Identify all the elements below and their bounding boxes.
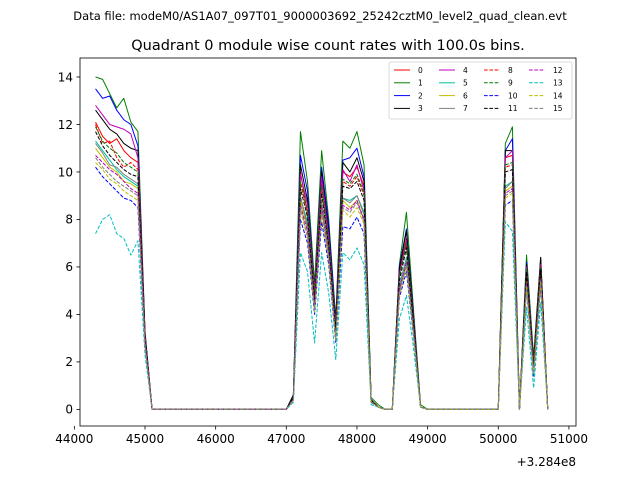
legend-label-14: 14 xyxy=(553,91,563,100)
y-tick-label: 10 xyxy=(58,165,73,179)
legend-label-11: 11 xyxy=(508,104,518,113)
axes-frame xyxy=(79,57,577,427)
series-line-1 xyxy=(95,76,549,410)
y-tick-label: 14 xyxy=(58,70,73,84)
y-tick-label: 4 xyxy=(65,308,73,322)
y-tick-label: 6 xyxy=(65,260,73,274)
series-lines xyxy=(95,76,549,410)
chart-title: Quadrant 0 module wise count rates with … xyxy=(131,38,525,54)
series-line-14 xyxy=(95,162,549,410)
chart-suptitle: Data file: modeM0/AS1A07_097T01_90000036… xyxy=(73,9,567,23)
series-line-15 xyxy=(95,157,549,410)
legend-label-15: 15 xyxy=(553,104,563,113)
legend-label-7: 7 xyxy=(463,104,468,113)
y-tick-label: 0 xyxy=(65,403,73,417)
legend-label-5: 5 xyxy=(463,79,468,88)
plot-area: 44000 45000 46000 47000 48000 49000 50000 51000… xyxy=(55,57,588,446)
legend-label-12: 12 xyxy=(553,66,563,75)
legend-label-0: 0 xyxy=(418,66,423,75)
x-tick-label: 48000 xyxy=(338,432,376,446)
y-tick-label: 2 xyxy=(65,355,73,369)
legend-label-4: 4 xyxy=(463,66,468,75)
series-line-13 xyxy=(95,214,549,410)
y-tick-label: 8 xyxy=(65,213,73,227)
legend-frame xyxy=(388,61,573,120)
x-tick-label: 44000 xyxy=(55,432,93,446)
x-tick-label: 50000 xyxy=(479,432,517,446)
legend-label-9: 9 xyxy=(508,79,513,88)
legend-label-3: 3 xyxy=(418,104,423,113)
series-line-2 xyxy=(95,88,549,410)
legend-label-13: 13 xyxy=(553,79,563,88)
y-tick-label: 12 xyxy=(58,118,73,132)
legend-label-10: 10 xyxy=(508,91,518,100)
series-line-0 xyxy=(95,121,549,410)
legend-label-1: 1 xyxy=(418,79,423,88)
x-tick-label: 47000 xyxy=(267,432,305,446)
x-tick-label: 49000 xyxy=(409,432,447,446)
legend-label-8: 8 xyxy=(508,66,513,75)
x-offset-label: +3.284e8 xyxy=(517,455,576,469)
legend-label-2: 2 xyxy=(418,91,423,100)
x-tick-label: 51000 xyxy=(550,432,588,446)
x-tick-label: 45000 xyxy=(126,432,164,446)
legend-label-6: 6 xyxy=(463,91,468,100)
x-tick-label: 46000 xyxy=(197,432,235,446)
